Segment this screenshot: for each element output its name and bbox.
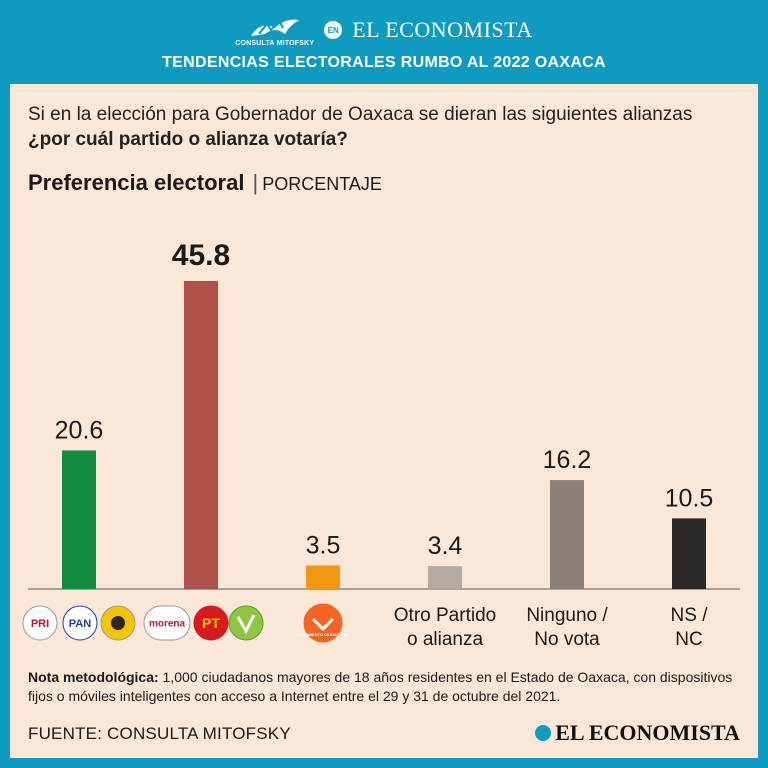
question: Si en la elección para Gobernador de Oax… <box>28 102 728 152</box>
bar-1 <box>62 450 96 589</box>
category-label-6-line-2: NC <box>675 629 702 650</box>
mc-eagle-icon <box>311 617 335 632</box>
mitofsky-logo-text: CONSULTA MITOFSKY <box>235 39 315 47</box>
brand-name: EL ECONOMISTA <box>352 17 533 42</box>
pan-logo-icon <box>62 605 98 641</box>
prd-sun-icon <box>111 616 125 630</box>
footer-brand-text: EL ECONOMISTA <box>555 720 740 745</box>
chart-title-main: Preferencia electoral <box>28 170 245 195</box>
bar-6 <box>672 518 706 589</box>
question-bold: ¿por cuál partido o alianza votaría? <box>28 129 348 150</box>
content-panel: Si en la elección para Gobernador de Oax… <box>10 84 758 758</box>
bar-chart: 20.6 45.8 3.5 3.4 Otro Partido o alianza 16.2 N… <box>22 239 740 650</box>
mitofsky-bird-icon <box>250 17 299 36</box>
value-label-6: 10.5 <box>665 484 714 512</box>
footer-brand: EL ECONOMISTA <box>535 720 740 746</box>
pt-logo-text: PT <box>202 615 220 631</box>
mc-logo-text: MOVIMIENTO CIUDADANO <box>297 632 348 637</box>
category-label-4-line-2: o alianza <box>407 629 483 650</box>
value-label-2: 45.8 <box>172 239 230 272</box>
bar-3 <box>306 565 340 589</box>
mc-logo-icon <box>303 603 343 643</box>
pt-logo-icon <box>193 605 229 641</box>
category-label-6-line-1: NS / <box>671 605 709 626</box>
bar-5 <box>550 480 584 589</box>
note-label: Nota metodológica: <box>28 669 159 685</box>
bar-2 <box>184 281 218 589</box>
morena-logo-text: morena <box>149 619 186 630</box>
category-label-5-line-1: Ninguno / <box>526 605 608 626</box>
pan-logo-text: PAN <box>69 618 91 630</box>
pri-logo-icon <box>22 605 58 641</box>
question-text: Si en la elección para Gobernador de Oax… <box>28 104 693 125</box>
brand-row: CONSULTA MITOFSKY EN EL ECONOMISTA <box>0 8 768 52</box>
source: FUENTE: CONSULTA MITOFSKY <box>28 724 291 743</box>
category-label-4-line-1: Otro Partido <box>394 605 496 626</box>
chart-title-unit: PORCENTAJE <box>262 174 382 194</box>
value-label-1: 20.6 <box>55 416 104 444</box>
header-title: TENDENCIAS ELECTORALES RUMBO AL 2022 OAX… <box>162 54 606 71</box>
mitofsky-logo: CONSULTA MITOFSKY <box>235 14 314 47</box>
chart-title: Preferencia electoral | PORCENTAJE <box>28 170 382 196</box>
note-text: 1,000 ciudadanos mayores de 18 años resi… <box>28 669 733 704</box>
pvem-check-icon <box>236 614 256 635</box>
methodology-note: Nota metodológica: 1,000 ciudadanos mayo… <box>28 668 740 706</box>
value-label-5: 16.2 <box>543 446 592 474</box>
bar-4 <box>428 566 462 589</box>
value-label-3: 3.5 <box>306 531 341 559</box>
en-badge: EN <box>324 21 343 39</box>
el-economista-icon <box>535 725 552 741</box>
pvem-logo-icon <box>228 605 264 641</box>
morena-logo-icon <box>143 605 191 641</box>
pri-logo-text: PRI <box>31 618 49 630</box>
category-label-5-line-2: No vota <box>534 629 600 650</box>
chart-title-separator: | <box>252 170 259 195</box>
value-label-4: 3.4 <box>428 532 463 560</box>
header: CONSULTA MITOFSKY EN EL ECONOMISTA TENDE… <box>0 0 768 84</box>
